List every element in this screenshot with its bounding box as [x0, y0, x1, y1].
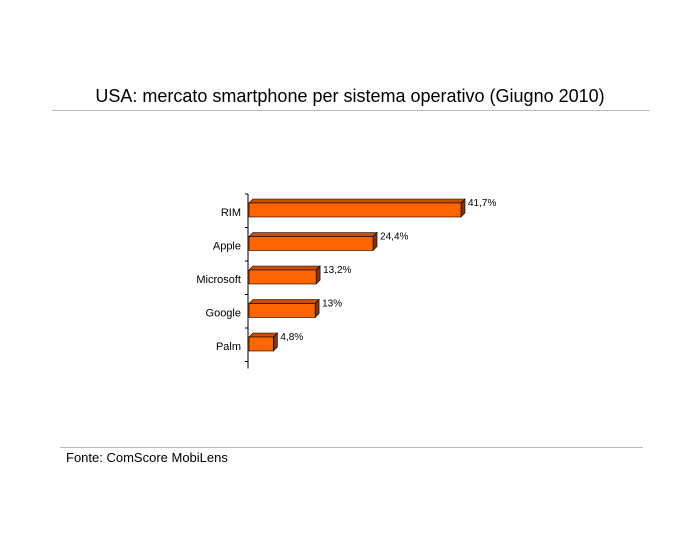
bar-front-google [248, 303, 316, 318]
bar-microsoft [248, 265, 321, 285]
bar-apple [248, 231, 378, 252]
value-label-rim: 41,7% [468, 198, 496, 209]
bar-top-microsoft [248, 265, 321, 271]
category-label-microsoft: Microsoft [196, 274, 241, 286]
chart-title: USA: mercato smartphone per sistema oper… [95, 86, 605, 106]
value-label-microsoft: 13,2% [323, 265, 351, 276]
value-label-google: 13% [322, 299, 342, 310]
bar-front-apple [248, 236, 374, 251]
source-divider [60, 447, 643, 448]
value-label-apple: 24,4% [380, 232, 408, 243]
bar-rim [248, 198, 466, 218]
category-label-google: Google [206, 308, 241, 320]
bar-top-palm [248, 332, 279, 338]
bar-front-palm [248, 336, 274, 352]
bar-top-google [248, 299, 320, 304]
bar-google [248, 298, 320, 319]
bar-top-rim [248, 198, 466, 204]
category-label-apple: Apple [213, 241, 241, 253]
bars-layer [248, 198, 466, 352]
bar-top-apple [248, 232, 378, 237]
bar-front-microsoft [248, 269, 317, 285]
bar-palm [248, 332, 279, 352]
category-label-rim: RIM [221, 207, 241, 219]
axis-layer [245, 193, 249, 369]
value-label-palm: 4,8% [280, 332, 303, 343]
labels-layer: RIM 41,7% Apple 24,4% Microsoft 13,2% Google 13… [196, 198, 496, 353]
category-label-palm: Palm [216, 341, 241, 353]
bar-front-rim [248, 202, 462, 218]
source-note: Fonte: ComScore MobiLens [66, 450, 228, 465]
title-divider [52, 110, 650, 111]
